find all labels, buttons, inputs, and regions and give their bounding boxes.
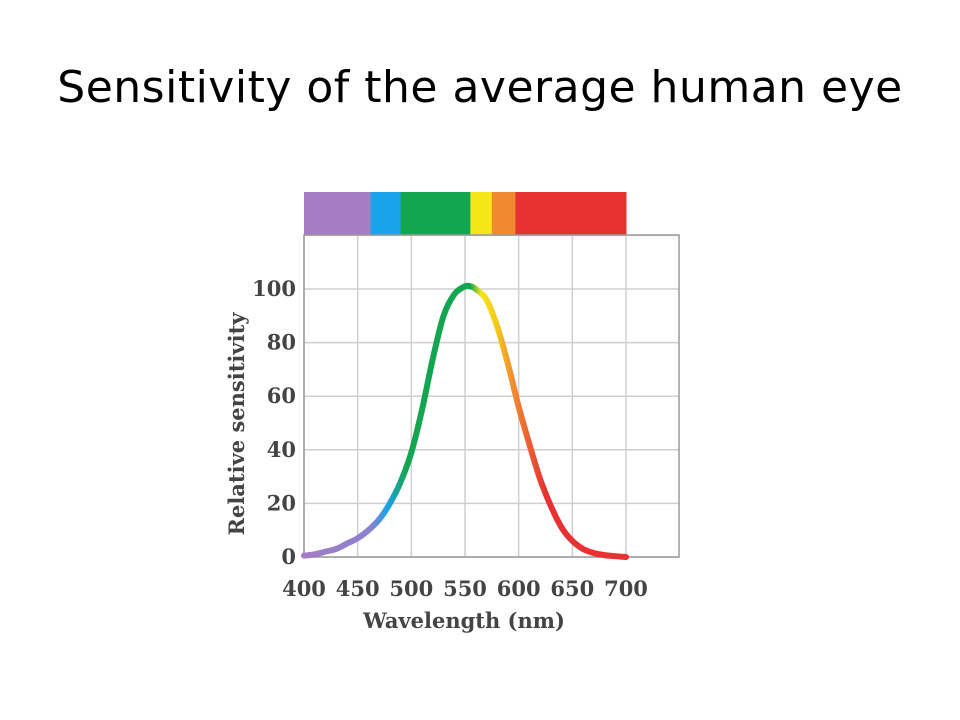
y-tick-label: 20	[267, 490, 296, 515]
x-tick-labels: 400 450 500 550 600 650 700	[282, 576, 648, 601]
spectrum-bar	[304, 192, 627, 235]
x-tick-label: 450	[336, 576, 380, 601]
x-tick-label: 650	[550, 576, 594, 601]
slide-title: Sensitivity of the average human eye	[57, 62, 903, 113]
spectrum-band	[370, 192, 402, 235]
x-tick-label: 600	[497, 576, 541, 601]
y-tick-label: 80	[267, 330, 296, 355]
x-tick-label: 700	[604, 576, 648, 601]
x-tick-label: 500	[389, 576, 433, 601]
spectrum-band	[400, 192, 471, 235]
spectrum-band	[470, 192, 493, 235]
y-tick-labels: 0 20 40 60 80 100	[252, 276, 296, 569]
y-tick-label: 100	[252, 276, 296, 301]
x-tick-label: 400	[282, 576, 326, 601]
y-axis-title: Relative sensitivity	[224, 312, 249, 536]
y-tick-label: 60	[267, 383, 296, 408]
x-tick-label: 550	[443, 576, 487, 601]
x-axis-title: Wavelength (nm)	[362, 608, 565, 633]
plot-frame	[303, 234, 680, 558]
spectrum-band	[491, 192, 516, 235]
y-tick-label: 40	[267, 437, 296, 462]
grid	[303, 234, 679, 558]
spectrum-band	[304, 192, 372, 235]
y-tick-label: 0	[281, 544, 296, 569]
sensitivity-curve	[301, 282, 629, 560]
spectrum-band	[515, 192, 627, 235]
